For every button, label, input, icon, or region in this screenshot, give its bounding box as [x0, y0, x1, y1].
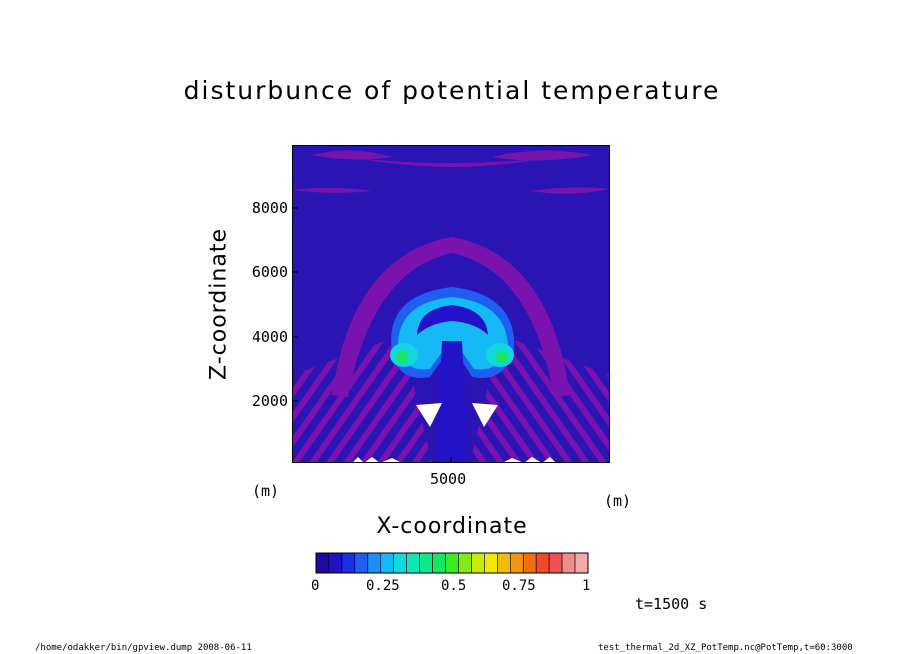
center-column — [436, 341, 468, 463]
colorbar-frame — [315, 552, 589, 574]
top-band-4 — [530, 187, 610, 194]
colorbar-tick-label: 0.5 — [441, 578, 467, 594]
footer-left: /home/odakker/bin/gpview.dump 2008-06-11 — [35, 643, 252, 653]
footer-right: test_thermal_2d_XZ_PotTemp.nc@PotTemp,t=… — [598, 643, 853, 653]
x-axis-label: X-coordinate — [376, 514, 528, 539]
colorbar — [315, 552, 589, 574]
colorbar-swatch — [561, 552, 576, 574]
colorbar-swatch — [548, 552, 563, 574]
y-tick-label: 2000 — [251, 392, 288, 410]
contour-plot — [292, 145, 610, 463]
y-tick-label: 4000 — [251, 328, 288, 346]
left-cusp — [416, 403, 442, 427]
colorbar-swatch — [354, 552, 369, 574]
colorbar-swatch — [406, 552, 420, 574]
colorbar-swatch — [432, 552, 446, 574]
colorbar-tick-label: 0.75 — [502, 578, 536, 594]
x-tick-label: 5000 — [430, 470, 467, 488]
colorbar-swatch — [367, 552, 382, 574]
top-band-1 — [312, 150, 392, 160]
colorbar-tick-label: 1 — [582, 578, 591, 594]
y-tick-label: 8000 — [251, 199, 288, 217]
y-axis-unit: (m) — [252, 482, 280, 500]
gravity-wave-arc — [332, 237, 570, 397]
right-cusp — [472, 403, 498, 427]
colorbar-tick-label: 0 — [311, 578, 320, 594]
top-band-2 — [492, 150, 592, 161]
thermal-mid — [397, 297, 508, 370]
colorbar-swatch — [484, 552, 498, 574]
colorbar-swatch — [328, 552, 343, 574]
colorbar-swatch — [471, 552, 485, 574]
colorbar-swatch — [535, 552, 550, 574]
time-label: t=1500 s — [635, 595, 708, 613]
colorbar-swatch — [445, 552, 459, 574]
colorbar-swatch — [419, 552, 433, 574]
x-axis-unit: (m) — [604, 492, 632, 510]
colorbar-swatch — [393, 552, 407, 574]
y-ticks — [292, 207, 452, 463]
y-axis-label: Z-coordinate — [206, 228, 232, 380]
colorbar-swatch — [458, 552, 472, 574]
left-vortex-peak — [396, 351, 408, 363]
thermal-inner-cap — [417, 305, 488, 335]
bottom-fringe — [352, 457, 556, 463]
colorbar-swatch — [497, 552, 511, 574]
colorbar-swatch — [522, 552, 537, 574]
colorbar-swatch — [380, 552, 395, 574]
colorbar-swatch — [509, 552, 524, 574]
colorbar-swatch — [315, 552, 330, 574]
y-tick-label: 6000 — [251, 263, 288, 281]
colorbar-swatch — [574, 552, 589, 574]
chart-title: disturbunce of potential temperature — [183, 76, 721, 105]
colorbar-swatch — [341, 552, 356, 574]
right-vortex-peak — [496, 351, 508, 363]
top-band-5 — [362, 159, 540, 167]
colorbar-tick-label: 0.25 — [366, 578, 400, 594]
lower-left-waves — [292, 335, 432, 463]
top-band-3 — [292, 187, 372, 193]
